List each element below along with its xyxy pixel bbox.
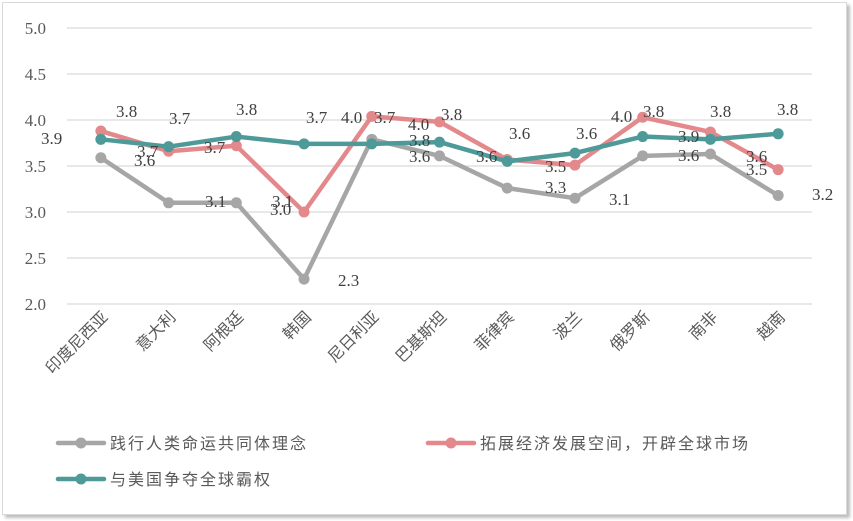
data-point-marker [637, 150, 649, 162]
data-point-marker [569, 147, 581, 159]
data-label: 3.1 [609, 190, 630, 209]
data-point-marker [434, 116, 445, 128]
data-point-marker [569, 159, 581, 171]
series-line [98, 114, 781, 215]
data-point-marker [163, 141, 175, 153]
data-label: 3.8 [777, 100, 798, 119]
data-label: 3.6 [746, 147, 767, 166]
data-point-marker [772, 189, 784, 201]
data-point-marker [298, 138, 310, 150]
data-label: 4.0 [408, 115, 429, 134]
x-category-label: 韩国 [279, 307, 315, 343]
y-tick-label: 2.0 [25, 295, 46, 314]
data-point-marker [230, 197, 242, 209]
data-label: 3.8 [409, 131, 430, 150]
data-point-marker [230, 131, 242, 143]
data-label: 3.8 [236, 100, 257, 119]
data-point-marker [163, 197, 175, 209]
data-label: 3.6 [509, 124, 530, 143]
x-category-label: 菲律宾 [471, 307, 518, 354]
data-label: 3.1 [272, 192, 293, 211]
data-label: 3.2 [812, 185, 833, 204]
data-label: 3.1 [205, 192, 226, 211]
data-point-marker [434, 150, 445, 162]
data-label: 3.7 [204, 138, 226, 157]
data-label: 3.6 [678, 146, 699, 165]
data-label: 3.0 [270, 200, 291, 219]
data-point-marker [366, 138, 378, 150]
data-label: 4.0 [611, 107, 632, 126]
legend-label: 与美国争夺全球霸权 [110, 470, 272, 489]
y-tick-label: 4.0 [25, 111, 46, 130]
data-label: 3.9 [41, 129, 62, 148]
y-tick-label: 2.5 [25, 249, 46, 268]
data-label: 2.3 [338, 271, 359, 290]
data-label: 3.7 [137, 142, 159, 161]
legend-label: 拓展经济发展空间，开辟全球市场 [480, 434, 750, 453]
legend-marker-icon [75, 437, 87, 449]
x-category-label: 俄罗斯 [606, 307, 653, 354]
data-point-marker [230, 140, 242, 152]
data-point-marker [569, 192, 581, 204]
data-label: 3.6 [576, 124, 597, 143]
data-point-marker [501, 155, 513, 167]
data-point-marker [95, 125, 107, 137]
data-label: 3.5 [545, 157, 566, 176]
y-tick-label: 3.0 [25, 203, 46, 222]
data-label: 3.7 [169, 109, 191, 128]
data-point-marker [637, 131, 649, 143]
y-tick-label: 5.0 [25, 19, 46, 38]
legend-marker-icon [75, 473, 87, 485]
data-point-marker [95, 133, 107, 145]
x-category-label: 越南 [753, 307, 789, 343]
data-point-marker [637, 111, 649, 123]
data-label: 3.9 [678, 127, 699, 146]
data-label: 3.8 [116, 102, 137, 121]
y-tick-label: 3.5 [25, 157, 46, 176]
legend-marker-icon [445, 437, 457, 449]
data-point-marker [704, 133, 716, 145]
x-category-label: 南非 [685, 307, 721, 343]
data-point-marker [366, 110, 378, 122]
x-category-label: 印度尼西亚 [42, 307, 112, 377]
data-point-marker [704, 148, 716, 160]
legend-label: 践行人类命运共同体理念 [110, 434, 308, 453]
data-label: 3.6 [476, 147, 497, 166]
x-category-label: 意大利 [132, 307, 179, 354]
data-point-marker [501, 182, 513, 194]
x-category-label: 阿根廷 [200, 307, 247, 354]
data-label: 3.8 [710, 102, 731, 121]
x-category-label: 波兰 [550, 307, 586, 343]
data-label: 3.3 [545, 178, 566, 197]
x-category-label: 尼日利亚 [324, 307, 383, 366]
data-point-marker [298, 273, 310, 285]
data-point-marker [434, 136, 445, 148]
data-label: 3.5 [746, 160, 767, 179]
data-label: 3.7 [374, 108, 396, 127]
data-point-marker [95, 152, 107, 164]
data-label: 3.6 [409, 147, 430, 166]
data-point-marker [772, 164, 784, 176]
data-point-marker [298, 206, 310, 218]
data-label: 3.7 [306, 108, 328, 127]
data-label: 4.0 [341, 108, 362, 127]
x-category-label: 巴基斯坦 [392, 307, 451, 366]
data-label: 3.8 [643, 102, 664, 121]
data-label: 3.6 [134, 151, 155, 170]
data-point-marker [772, 128, 784, 140]
y-tick-label: 4.5 [25, 65, 46, 84]
data-label: 3.8 [441, 105, 462, 124]
